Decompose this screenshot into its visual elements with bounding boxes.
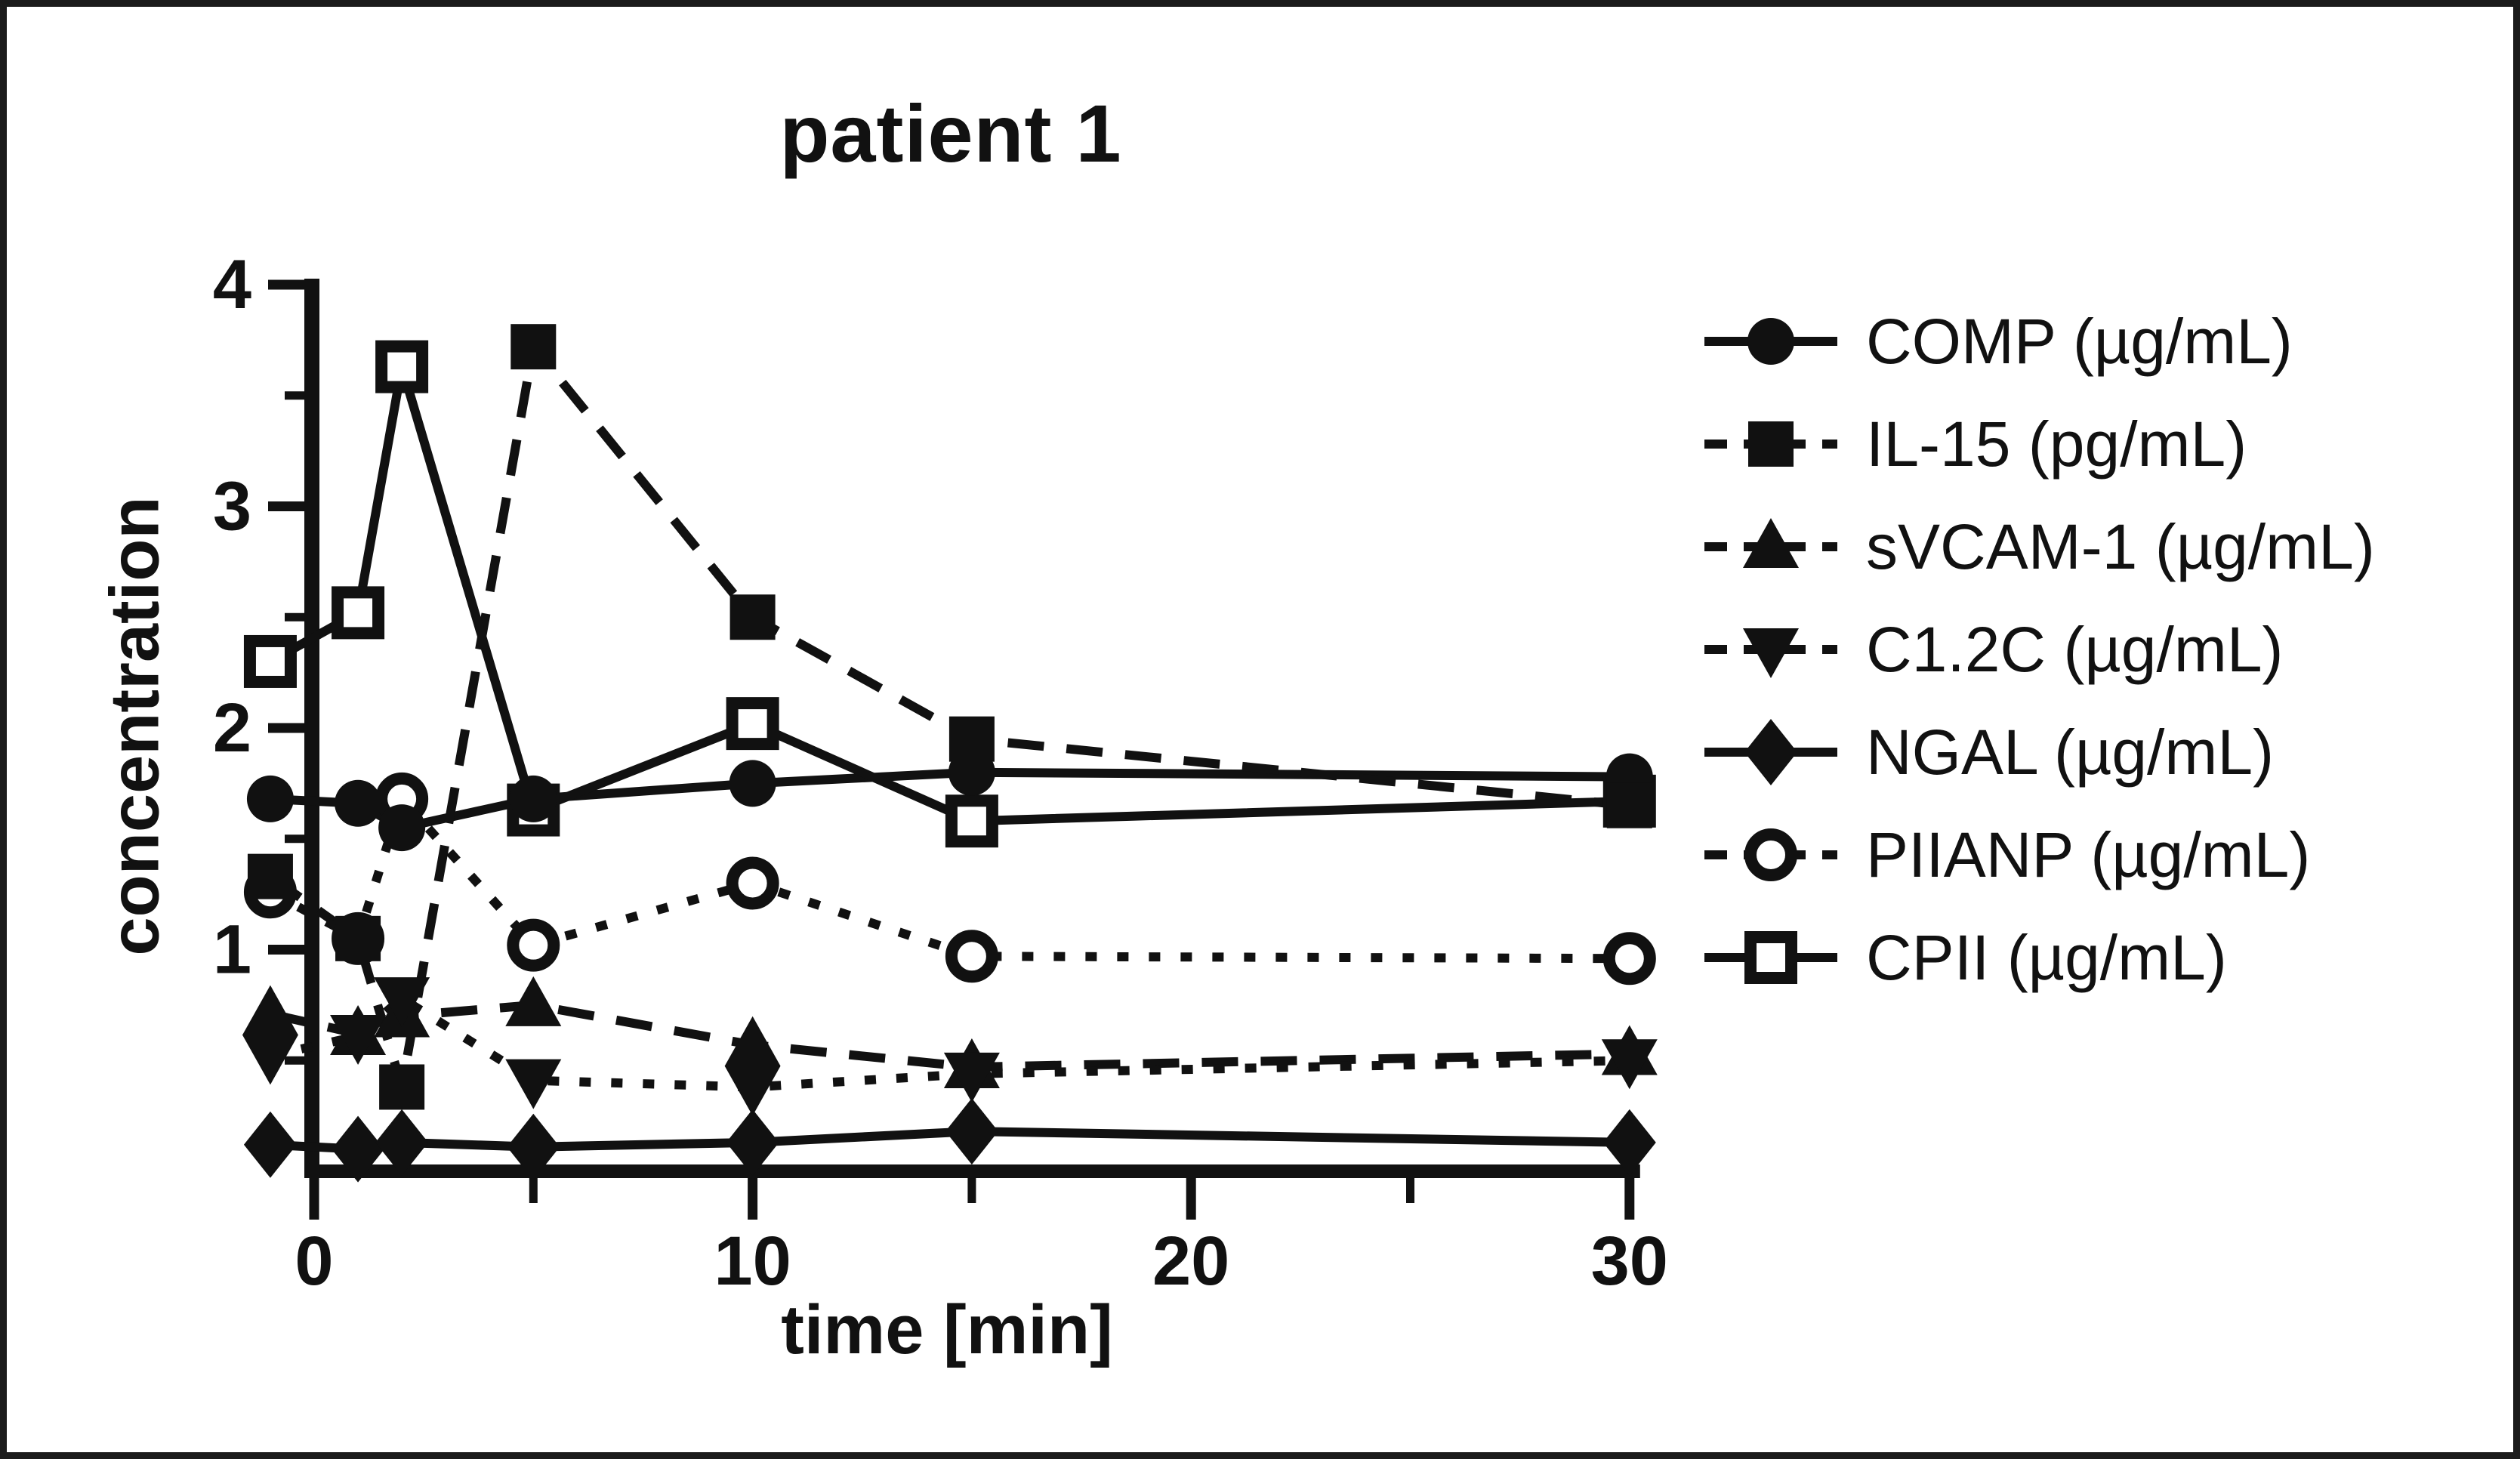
marker-PIIANP (945, 930, 998, 983)
marker-C1.2C (943, 1052, 1000, 1103)
legend-label: COMP (µg/mL) (1866, 306, 2293, 377)
marker-IL-15 (335, 915, 381, 961)
marker-NGAL (507, 1113, 560, 1180)
marker-NGAL (332, 1115, 385, 1183)
marker-CPII (375, 340, 429, 393)
marker-PIIANP (1602, 932, 1656, 986)
x-tick-label: 30 (1591, 1223, 1668, 1300)
marker-IL-15 (1606, 782, 1652, 828)
legend-marker-PIIANP (1744, 828, 1797, 881)
marker-NGAL (726, 1109, 779, 1176)
line-chart: 1 2 3 4 0 10 20 30 COMP (µg/mL) IL-15 (pg/mL) sVCA… (213, 246, 2375, 1300)
legend-label: NGAL (µg/mL) (1866, 717, 2274, 788)
marker-IL-15 (948, 716, 995, 762)
marker-sVCAM-1 (505, 976, 562, 1026)
marker-COMP (510, 775, 557, 822)
marker-IL-15 (729, 594, 776, 640)
marker-C1.2C (724, 1066, 781, 1116)
legend-marker-IL-15 (1748, 421, 1794, 467)
legend-marker-CPII (1744, 931, 1797, 984)
marker-PIIANP (507, 918, 560, 972)
marker-CPII (726, 697, 779, 751)
marker-NGAL (945, 1098, 998, 1165)
legend-label: PIIANP (µg/mL) (1866, 819, 2310, 890)
marker-COMP (378, 804, 426, 852)
marker-PIIANP (726, 856, 779, 910)
marker-NGAL (1602, 1109, 1656, 1176)
y-tick-label: 4 (213, 246, 251, 323)
marker-COMP (335, 779, 382, 827)
chart-title: patient 1 (779, 88, 1122, 179)
marker-IL-15 (247, 853, 293, 899)
marker-sVCAM-1 (724, 1016, 781, 1066)
marker-IL-15 (379, 1064, 425, 1110)
marker-CPII (945, 794, 998, 848)
marker-sVCAM-1 (242, 985, 298, 1035)
x-tick-label: 10 (714, 1223, 791, 1300)
marker-C1.2C (374, 977, 430, 1028)
marker-C1.2C (242, 1035, 298, 1085)
marker-C1.2C (330, 1014, 387, 1065)
legend-marker-C1.2C (1743, 628, 1799, 678)
legend-label: sVCAM-1 (µg/mL) (1866, 511, 2375, 582)
y-tick-label: 1 (213, 911, 251, 989)
legend-marker-sVCAM-1 (1743, 518, 1799, 568)
marker-COMP (729, 760, 776, 807)
marker-IL-15 (510, 324, 557, 370)
legend-label: IL-15 (pg/mL) (1866, 409, 2247, 480)
marker-CPII (332, 586, 385, 640)
marker-NGAL (375, 1109, 429, 1176)
x-axis-title: time [min] (781, 1291, 1113, 1368)
marker-CPII (243, 634, 297, 688)
legend-label: C1.2C (µg/mL) (1866, 614, 2284, 685)
x-tick-label: 20 (1152, 1223, 1229, 1300)
y-tick-label: 3 (213, 468, 251, 545)
legend-marker-COMP (1747, 318, 1794, 365)
y-tick-label: 2 (213, 689, 251, 767)
marker-C1.2C (1601, 1039, 1658, 1090)
marker-C1.2C (505, 1059, 562, 1109)
marker-NGAL (243, 1111, 297, 1178)
marker-COMP (246, 775, 294, 822)
legend-marker-NGAL (1744, 719, 1797, 785)
x-tick-label: 0 (295, 1223, 333, 1300)
legend-label: CPII (µg/mL) (1866, 922, 2227, 993)
